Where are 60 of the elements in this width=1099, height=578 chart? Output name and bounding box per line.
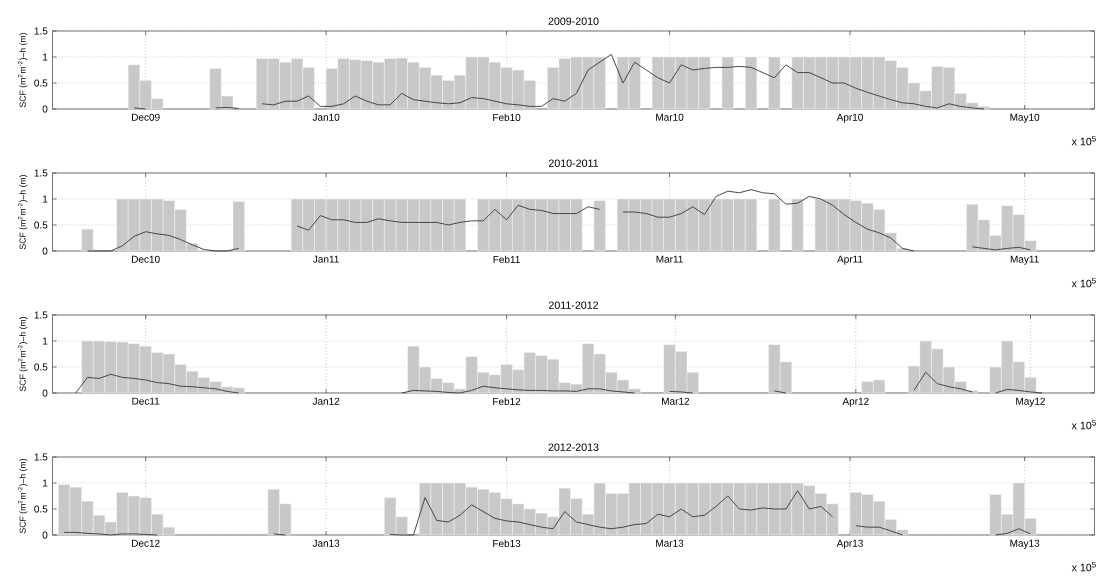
x-tick-label: Mar13 [656, 539, 684, 547]
y-axis-title: SCF (m$^{2}$m$^{-2}$)–h (m) [18, 317, 28, 392]
y-tick-label: 1.5 [34, 27, 48, 35]
x-tick-label: Dec11 [132, 397, 160, 405]
y-tick-label: 1 [42, 53, 48, 61]
bar [81, 228, 94, 252]
y-tick-label: 0 [42, 389, 48, 397]
x-tick-label: Apr10 [836, 113, 863, 123]
x-tick-label: Dec10 [132, 255, 160, 263]
x-tick-label: Apr12 [842, 397, 869, 407]
y-axis-title: SCF (m$^{2}$m$^{-2}$)–h (m) [18, 459, 28, 534]
x-tick-label: Feb10 [493, 113, 521, 122]
bar [745, 56, 758, 110]
x-tick-label: May10 [1010, 113, 1040, 123]
y-tick-label: 0.5 [34, 505, 48, 513]
y-tick-label: 1 [42, 337, 48, 345]
y-tick-label: 1 [42, 195, 48, 203]
chart-title: 2011-2012 [548, 301, 599, 309]
text: x 10$^{5}$ [1071, 135, 1096, 146]
y-tick-label: 0.5 [34, 221, 48, 229]
text: x 10$^{5}$ [1071, 277, 1096, 288]
bar [791, 198, 804, 252]
y-axis-title: SCF (m$^{2}$m$^{-2}$)–h (m) [18, 175, 28, 250]
x-tick-label: Jan10 [312, 113, 340, 121]
x-tick-label: May11 [1010, 255, 1039, 265]
bar [768, 198, 781, 252]
text: x 10$^{5}$ [1071, 419, 1096, 430]
y-tick-label: 1.5 [34, 169, 48, 177]
x-tick-label: Apr13 [836, 539, 863, 549]
bar [721, 56, 734, 110]
x-tick-label: Mar12 [662, 397, 690, 405]
x-tick-label: Feb11 [493, 255, 520, 264]
chart-title: 2012-2013 [548, 443, 599, 451]
chart-title: 2009-2010 [548, 17, 599, 25]
x-tick-label: Dec12 [132, 539, 160, 547]
x-tick-label: Mar11 [656, 255, 683, 263]
y-tick-label: 1 [42, 479, 48, 487]
x-tick-label: Dec09 [132, 113, 160, 121]
y-tick-label: 0 [42, 105, 48, 113]
x-tick-label: May12 [1016, 397, 1045, 407]
x-tick-label: Apr11 [837, 255, 863, 265]
bar [768, 56, 781, 110]
y-tick-label: 0.5 [34, 363, 48, 371]
x-tick-label: Jan13 [312, 539, 340, 547]
y-tick-label: 1.5 [34, 311, 48, 319]
y-tick-label: 1.5 [34, 453, 48, 461]
chart-title: 2010-2011 [548, 159, 599, 167]
bar [593, 200, 606, 252]
x-tick-label: Mar10 [656, 113, 684, 121]
x-tick-label: Jan11 [313, 255, 339, 263]
x-tick-label: Feb13 [493, 539, 521, 548]
y-tick-label: 0.5 [34, 79, 48, 87]
bar [232, 201, 245, 252]
x-tick-label: Jan12 [312, 397, 340, 405]
x-tick-label: Feb12 [493, 397, 521, 406]
y-tick-label: 0 [42, 247, 48, 255]
text: x 10$^{5}$ [1071, 561, 1096, 572]
y-tick-label: 0 [42, 531, 48, 539]
y-axis-title: SCF (m$^{2}$m$^{-2}$)–h (m) [18, 33, 28, 108]
x-tick-label: May13 [1010, 539, 1040, 549]
